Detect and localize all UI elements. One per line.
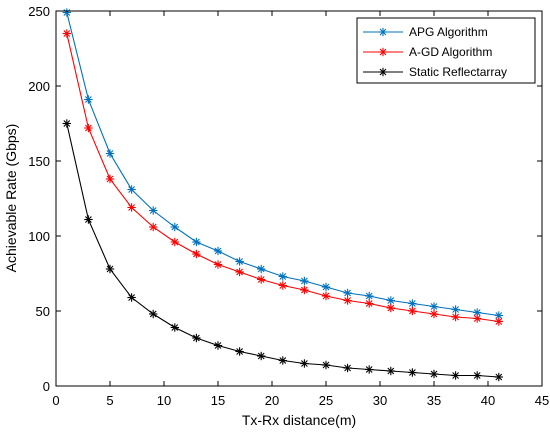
data-point-apg-algorithm [429, 302, 439, 311]
y-tick-label: 150 [28, 154, 50, 169]
legend-label: A-GD Algorithm [409, 45, 492, 59]
data-point-static-reflectarray [321, 360, 331, 370]
data-point-a-gd-algorithm [343, 296, 352, 305]
x-tick-label: 25 [319, 393, 333, 408]
data-point-apg-algorithm [105, 149, 115, 158]
y-tick-label: 200 [28, 79, 50, 94]
legend-marker [378, 67, 388, 77]
data-point-a-gd-algorithm [429, 309, 439, 319]
y-axis-label: Achievable Rate (Gbps) [3, 124, 19, 273]
legend-label: APG Algorithm [409, 25, 488, 39]
data-point-apg-algorithm [365, 291, 374, 301]
data-point-a-gd-algorithm [257, 275, 266, 284]
data-point-static-reflectarray [105, 264, 115, 274]
data-point-apg-algorithm [127, 185, 136, 194]
data-point-apg-algorithm [300, 276, 309, 286]
data-point-a-gd-algorithm [365, 299, 374, 308]
data-point-apg-algorithm [321, 282, 331, 292]
y-tick-label: 100 [28, 229, 50, 244]
data-point-a-gd-algorithm [300, 285, 309, 295]
x-tick-label: 20 [265, 393, 279, 408]
data-point-apg-algorithm [257, 264, 266, 274]
data-point-apg-algorithm [62, 8, 71, 17]
data-point-static-reflectarray [494, 372, 503, 382]
data-point-a-gd-algorithm [105, 174, 115, 184]
data-point-a-gd-algorithm [62, 29, 71, 38]
data-point-a-gd-algorithm [408, 306, 417, 316]
data-point-static-reflectarray [62, 119, 71, 128]
data-point-static-reflectarray [149, 309, 158, 319]
data-point-a-gd-algorithm [321, 291, 331, 301]
data-point-apg-algorithm [192, 237, 201, 247]
data-point-static-reflectarray [300, 359, 309, 368]
data-point-apg-algorithm [386, 296, 395, 305]
ticks-layer: 0 5 10 15 20 25 30 35 40 45 0 50 100 150 200 250 [28, 4, 549, 408]
data-point-static-reflectarray [84, 215, 93, 224]
data-point-a-gd-algorithm [213, 260, 223, 269]
data-point-static-reflectarray [257, 351, 266, 361]
data-point-static-reflectarray [278, 356, 287, 365]
data-point-apg-algorithm [278, 272, 287, 281]
data-point-a-gd-algorithm [494, 317, 503, 326]
series-layer [62, 8, 503, 382]
data-point-apg-algorithm [451, 305, 460, 314]
data-point-apg-algorithm [343, 288, 352, 298]
data-point-apg-algorithm [149, 206, 158, 215]
data-point-static-reflectarray [451, 371, 460, 380]
data-point-static-reflectarray [343, 363, 352, 373]
data-point-apg-algorithm [235, 257, 244, 266]
data-point-apg-algorithm [170, 222, 179, 232]
x-tick-label: 35 [427, 393, 441, 408]
y-tick-label: 50 [36, 304, 50, 319]
legend-label: Static Reflectarray [409, 65, 507, 79]
data-point-static-reflectarray [386, 366, 395, 376]
x-axis-label: Tx-Rx distance(m) [242, 412, 356, 428]
data-point-static-reflectarray [192, 333, 201, 343]
x-tick-label: 15 [211, 393, 225, 408]
data-point-static-reflectarray [408, 368, 417, 377]
data-point-static-reflectarray [213, 341, 223, 350]
y-tick-label: 250 [28, 4, 50, 19]
data-point-a-gd-algorithm [235, 267, 244, 277]
x-tick-label: 30 [373, 393, 387, 408]
data-point-a-gd-algorithm [278, 281, 287, 290]
data-point-a-gd-algorithm [473, 314, 482, 323]
x-tick-label: 45 [535, 393, 549, 408]
x-tick-label: 0 [52, 393, 59, 408]
data-point-a-gd-algorithm [170, 237, 179, 247]
data-point-a-gd-algorithm [149, 222, 158, 232]
legend-marker [378, 47, 388, 57]
data-point-apg-algorithm [408, 299, 417, 308]
data-point-a-gd-algorithm [386, 303, 395, 313]
data-point-static-reflectarray [170, 323, 179, 332]
y-tick-label: 0 [43, 379, 50, 394]
data-point-a-gd-algorithm [84, 123, 93, 133]
plot-frame [55, 10, 543, 387]
legend: APG Algorithm A-GD Algorithm Static Reflec… [356, 17, 536, 84]
data-point-a-gd-algorithm [451, 312, 460, 322]
data-point-static-reflectarray [429, 369, 439, 379]
data-point-static-reflectarray [365, 365, 374, 374]
data-point-static-reflectarray [127, 293, 136, 302]
data-point-static-reflectarray [235, 347, 244, 356]
data-point-a-gd-algorithm [127, 203, 136, 212]
legend-marker [378, 27, 388, 37]
data-point-apg-algorithm [84, 95, 93, 104]
data-point-static-reflectarray [473, 371, 482, 380]
x-tick-label: 10 [157, 393, 171, 408]
data-point-apg-algorithm [213, 246, 223, 256]
x-tick-label: 40 [481, 393, 495, 408]
x-tick-label: 5 [106, 393, 113, 408]
data-point-a-gd-algorithm [192, 249, 201, 259]
